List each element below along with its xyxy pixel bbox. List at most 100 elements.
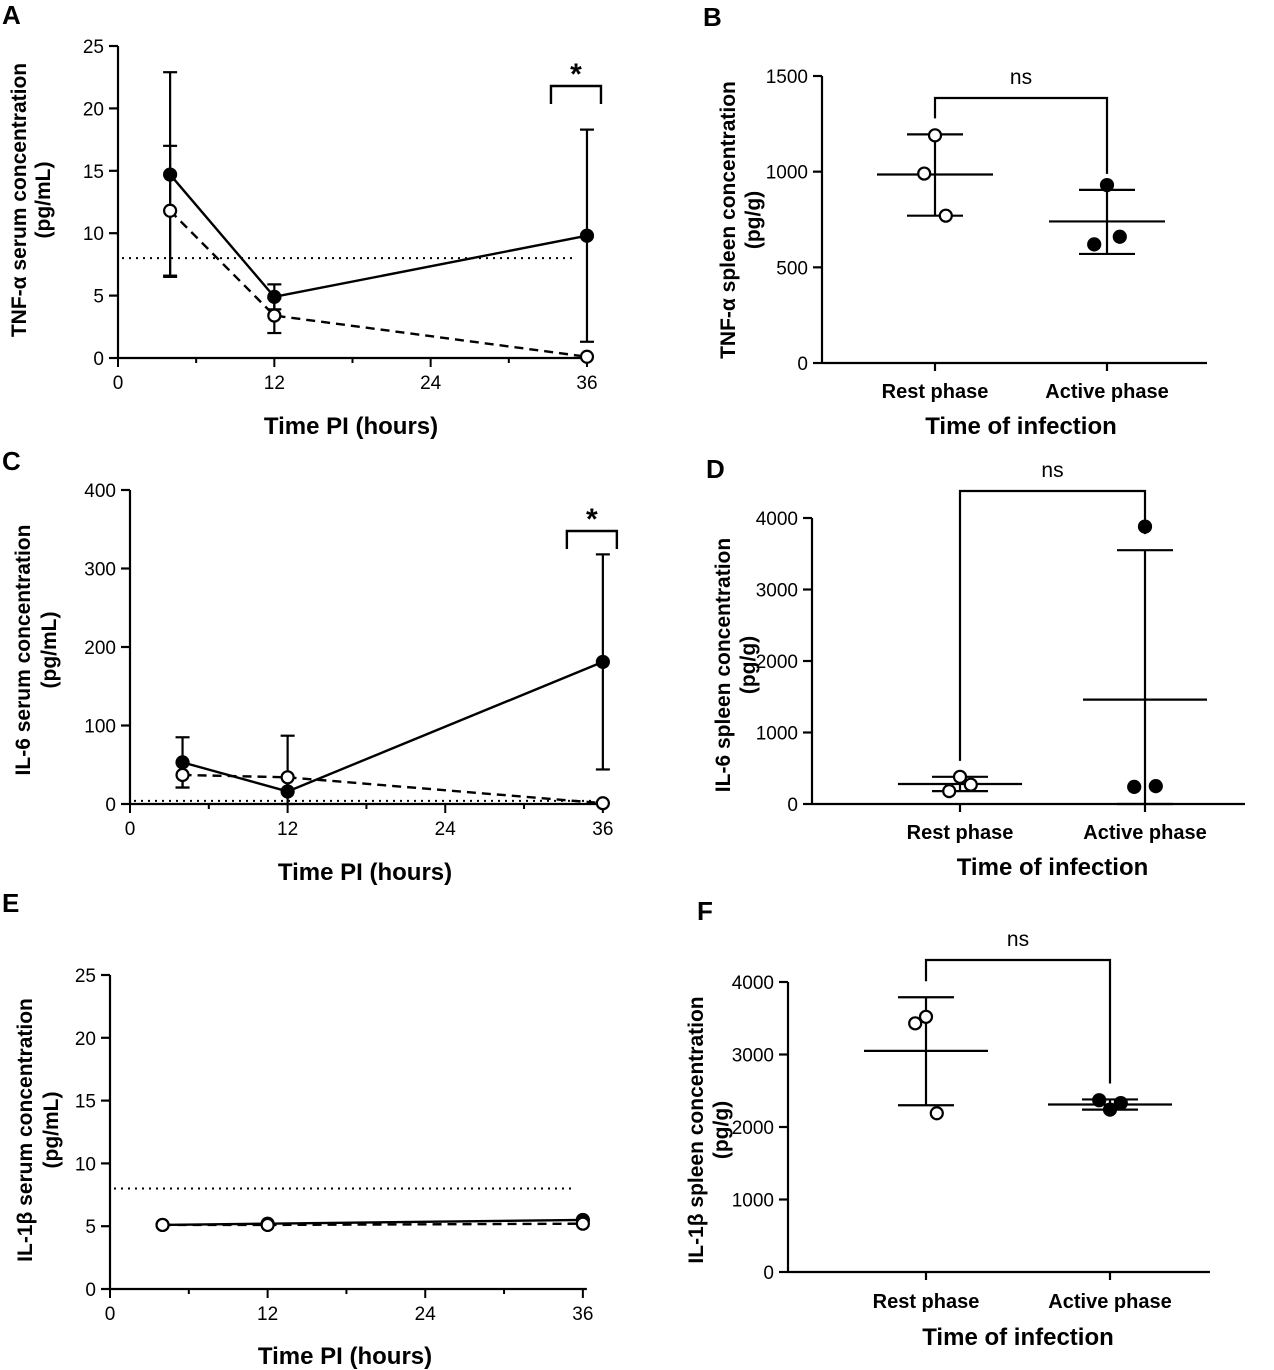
y-tick-label: 2000 xyxy=(732,1118,774,1139)
data-point xyxy=(163,203,178,218)
significance-bracket xyxy=(549,84,603,104)
panel-d: D IL-6 spleen concentration (pg/g) 0 1000 200… xyxy=(706,454,1245,881)
series-line xyxy=(162,1222,583,1227)
data-point xyxy=(579,349,595,364)
x-tick-label: 24 xyxy=(435,819,457,840)
data-point xyxy=(927,128,943,143)
x-tick-label: 12 xyxy=(277,819,298,840)
x-tick-label: 0 xyxy=(113,373,124,394)
data-point xyxy=(929,1106,944,1121)
y-tick-label: 0 xyxy=(85,1280,96,1301)
y-tick-label: 1000 xyxy=(732,1191,774,1212)
data-point xyxy=(1102,1102,1118,1117)
y-tick-label: 5 xyxy=(93,287,104,308)
x-tick-label: 24 xyxy=(415,1304,437,1325)
y-axis-label: TNF-α serum concentration xyxy=(8,63,31,337)
data-point xyxy=(918,1009,934,1024)
panel-letter: C xyxy=(2,446,21,476)
comparison-bracket xyxy=(933,96,1109,174)
y-tick-label: 4000 xyxy=(756,509,798,530)
y-tick-label: 3000 xyxy=(756,581,798,602)
comparison-bracket xyxy=(924,958,1112,1084)
x-tick-label: 12 xyxy=(264,373,285,394)
data-point xyxy=(1113,1095,1128,1111)
x-axis-label: Time PI (hours) xyxy=(278,859,452,886)
panel-letter: E xyxy=(2,888,19,918)
y-tick-label: 0 xyxy=(787,795,798,816)
y-axis-label: IL-6 spleen concentration xyxy=(712,538,735,792)
x-tick-label: 36 xyxy=(592,819,613,840)
y-tick-label: 10 xyxy=(75,1154,96,1175)
data-point xyxy=(952,769,968,784)
data-point xyxy=(260,1217,275,1233)
panel-b: B TNF-α spleen concentration (pg/g) 0 500 100… xyxy=(703,2,1207,440)
comparison-bracket xyxy=(958,489,1147,761)
data-point xyxy=(175,767,190,783)
x-tick-label: 36 xyxy=(572,1304,593,1325)
y-tick-label: 400 xyxy=(84,481,116,502)
y-tick-label: 0 xyxy=(797,354,808,375)
panel-e: E IL-1β serum concentration (pg/mL) 0 5 10 15 2… xyxy=(2,888,593,1370)
data-point xyxy=(595,796,610,811)
y-tick-label: 0 xyxy=(93,349,104,370)
y-tick-label: 200 xyxy=(84,638,116,659)
data-point xyxy=(1092,1093,1107,1108)
y-tick-label: 1500 xyxy=(766,67,808,88)
category-label: Rest phase xyxy=(882,381,989,403)
y-tick-label: 10 xyxy=(83,224,104,245)
data-point xyxy=(579,228,595,243)
data-point xyxy=(963,777,978,792)
y-tick-label: 0 xyxy=(763,1263,774,1284)
x-tick-label: 0 xyxy=(105,1304,116,1325)
data-point xyxy=(942,784,957,799)
y-tick-label: 15 xyxy=(83,162,104,183)
x-axis-label: Time of infection xyxy=(922,1324,1114,1351)
y-tick-label: 1000 xyxy=(756,724,798,745)
panel-letter: D xyxy=(706,454,725,484)
panel-letter: A xyxy=(2,0,21,30)
comparison-label: ns xyxy=(1041,459,1063,482)
x-axis-label: Time of infection xyxy=(957,854,1149,881)
y-tick-label: 500 xyxy=(776,258,808,279)
x-tick-label: 12 xyxy=(257,1304,278,1325)
data-point xyxy=(155,1217,170,1233)
x-tick-label: 36 xyxy=(576,373,597,394)
data-point xyxy=(917,166,932,181)
panel-f: F IL-1β spleen concentration (pg/g) 0 1000 20… xyxy=(685,896,1210,1351)
significance-bracket xyxy=(565,529,619,549)
y-axis-label: IL-6 serum concentration xyxy=(12,525,35,776)
significance-label: * xyxy=(570,58,582,91)
series-line xyxy=(169,173,588,299)
series-line xyxy=(182,660,604,793)
panel-a: A TNF-α serum concentration (pg/mL) 0 5 10 15 2… xyxy=(2,0,603,440)
y-tick-label: 20 xyxy=(83,99,104,120)
data-point xyxy=(1099,177,1115,193)
y-tick-label: 25 xyxy=(83,37,104,58)
y-tick-label: 0 xyxy=(105,795,116,816)
y-axis-label: (pg/mL) xyxy=(32,162,55,239)
comparison-label: ns xyxy=(1007,928,1029,951)
category-label: Rest phase xyxy=(907,822,1014,844)
y-tick-label: 5 xyxy=(85,1217,96,1238)
y-tick-label: 20 xyxy=(75,1029,96,1050)
category-label: Active phase xyxy=(1048,1291,1171,1313)
data-point xyxy=(1127,779,1142,794)
data-point xyxy=(280,770,295,785)
data-point xyxy=(575,1216,590,1231)
series-line xyxy=(169,209,588,358)
data-point xyxy=(595,654,610,670)
data-point xyxy=(1112,229,1127,244)
y-axis-label: IL-1β spleen concentration xyxy=(685,996,708,1263)
y-tick-label: 300 xyxy=(84,560,116,581)
y-tick-label: 100 xyxy=(84,717,116,738)
y-tick-label: 4000 xyxy=(732,973,774,994)
x-tick-label: 24 xyxy=(420,373,442,394)
y-axis-label: (pg/g) xyxy=(737,636,760,694)
panel-letter: B xyxy=(703,2,722,32)
y-axis-label: TNF-α spleen concentration xyxy=(717,81,740,359)
y-axis-label: (pg/mL) xyxy=(40,1092,63,1169)
category-label: Active phase xyxy=(1045,381,1168,403)
category-label: Active phase xyxy=(1083,822,1206,844)
y-axis-label: IL-1β serum concentration xyxy=(14,998,37,1262)
